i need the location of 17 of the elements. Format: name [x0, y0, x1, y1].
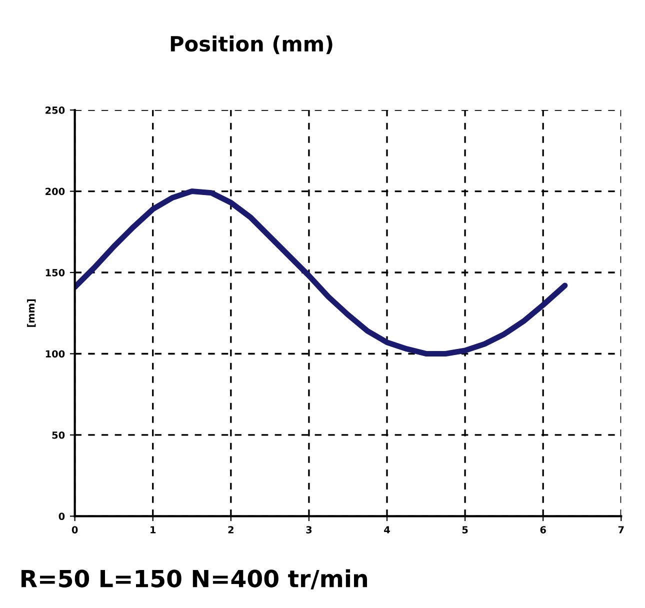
y-tick-label: 100 [46, 350, 65, 358]
y-tick-label: 200 [46, 188, 65, 196]
x-tick-label: 4 [384, 526, 390, 534]
x-tick-label: 0 [72, 526, 78, 534]
text: R=50 L=150 N=400 tr/min [22, 569, 367, 590]
chart-title: Position (mm) [170, 36, 332, 54]
x-tick-label: 6 [540, 526, 546, 534]
x-tick-label: 3 [306, 526, 312, 534]
y-tick-label: 150 [46, 268, 65, 276]
y-tick-label: 250 [46, 106, 65, 114]
x-tick-label: 5 [462, 526, 468, 534]
x-tick-label: 1 [150, 526, 156, 534]
y-tick-label: 0 [58, 512, 65, 520]
y-axis-title: [mm] [27, 299, 36, 327]
x-tick-label: 2 [228, 526, 234, 534]
x-tick-label: 7 [618, 526, 624, 534]
y-tick-label: 50 [52, 431, 65, 439]
